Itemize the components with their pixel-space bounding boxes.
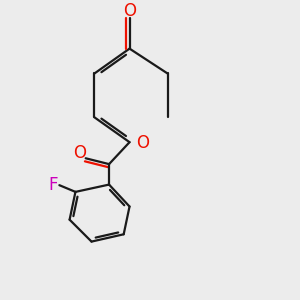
- Text: O: O: [136, 134, 149, 152]
- Text: O: O: [123, 2, 136, 20]
- Text: F: F: [49, 176, 58, 194]
- Text: O: O: [73, 144, 86, 162]
